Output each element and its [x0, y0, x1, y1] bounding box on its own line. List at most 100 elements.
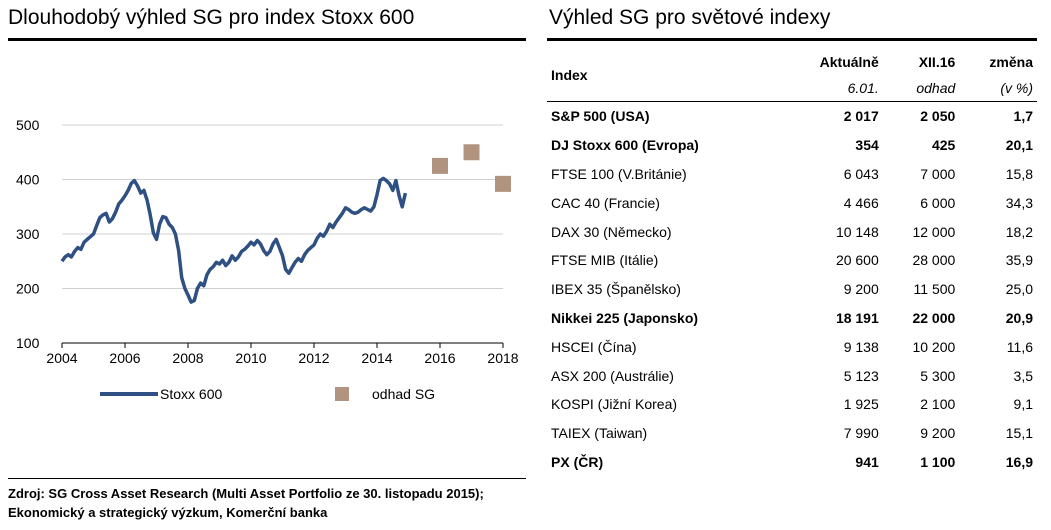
cell-forecast: 22 000	[912, 309, 956, 326]
table-row: FTSE MIB (Itálie) 20 600 28 000 35,9	[547, 246, 1037, 275]
cell-change: 35,9	[1005, 252, 1033, 269]
cell-current: 2 017	[843, 108, 879, 125]
cell-forecast: 10 200	[912, 338, 956, 355]
table-subheader-row: 6.01. odhad (v %)	[547, 75, 1037, 101]
table-row: S&P 500 (USA) 2 017 2 050 1,7	[547, 102, 1037, 131]
cell-index-name: Nikkei 225 (Japonsko)	[551, 309, 699, 326]
cell-change: 34,3	[1005, 194, 1033, 211]
cell-forecast: 5 300	[920, 367, 956, 384]
cell-current: 6 043	[843, 165, 879, 182]
legend-label-stoxx: Stoxx 600	[160, 386, 222, 402]
x-tick-label: 2018	[487, 350, 518, 366]
header-forecast: XII.16	[918, 54, 956, 70]
cell-index-name: FTSE 100 (V.Británie)	[551, 165, 687, 182]
table-row: PX (ČR) 941 1 100 16,9	[547, 448, 1037, 477]
cell-forecast: 1 100	[920, 453, 956, 470]
cell-change: 11,6	[1006, 338, 1033, 355]
indices-table: Index Aktuálně XII.16 změna 6.01. odhad …	[547, 49, 1037, 476]
cell-current: 1 925	[843, 396, 879, 413]
cell-current: 354	[855, 137, 879, 154]
y-tick-label: 200	[16, 281, 40, 297]
cell-current: 4 466	[843, 194, 879, 211]
series-line-stoxx-600	[60, 176, 408, 304]
cell-change: 18,2	[1005, 223, 1033, 240]
cell-current: 7 990	[843, 425, 879, 442]
x-tick-label: 2004	[46, 350, 77, 366]
legend-swatch-marker	[335, 387, 349, 401]
cell-forecast: 2 100	[920, 396, 956, 413]
table-row: DJ Stoxx 600 (Evropa) 354 425 20,1	[547, 131, 1037, 160]
cell-change: 15,1	[1005, 425, 1033, 442]
cell-index-name: DAX 30 (Německo)	[551, 223, 672, 240]
x-tick-label: 2016	[424, 350, 455, 366]
cell-forecast: 6 000	[920, 194, 956, 211]
y-tick-label: 500	[16, 117, 40, 133]
subheader-change: (v %)	[1000, 80, 1033, 96]
cell-index-name: TAIEX (Taiwan)	[551, 425, 648, 442]
cell-change: 16,9	[1005, 453, 1033, 470]
source-note: Zdroj: SG Cross Asset Research (Multi As…	[8, 486, 484, 520]
x-tick-label: 2006	[109, 350, 140, 366]
table-row: IBEX 35 (Španělsko) 9 200 11 500 25,0	[547, 275, 1037, 304]
x-tick-label: 2010	[235, 350, 266, 366]
cell-index-name: DJ Stoxx 600 (Evropa)	[551, 137, 699, 154]
cell-current: 5 123	[843, 367, 879, 384]
table-row: HSCEI (Čína) 9 138 10 200 11,6	[547, 332, 1037, 361]
cell-current: 20 600	[835, 252, 879, 269]
right-table-title: Výhled SG pro světové indexy	[549, 6, 831, 29]
cell-current: 9 138	[843, 338, 879, 355]
y-tick-label: 100	[16, 335, 40, 351]
table-row: ASX 200 (Austrálie) 5 123 5 300 3,5	[547, 361, 1037, 390]
cell-current: 9 200	[843, 281, 879, 298]
cell-index-name: ASX 200 (Austrálie)	[551, 367, 674, 384]
table-header-row: Index Aktuálně XII.16 změna	[547, 49, 1037, 83]
table-row: KOSPI (Jižní Korea) 1 925 2 100 9,1	[547, 390, 1037, 419]
cell-index-name: FTSE MIB (Itálie)	[551, 252, 659, 269]
cell-forecast: 7 000	[920, 165, 956, 182]
table-row: CAC 40 (Francie) 4 466 6 000 34,3	[547, 188, 1037, 217]
x-tick-label: 2014	[361, 350, 392, 366]
cell-change: 3,5	[1013, 367, 1033, 384]
cell-change: 25,0	[1005, 281, 1033, 298]
cell-change: 9,1	[1013, 396, 1033, 413]
header-index: Index	[551, 67, 588, 83]
cell-forecast: 11 500	[913, 281, 956, 298]
forecast-marker	[495, 175, 511, 192]
cell-forecast: 12 000	[912, 223, 956, 240]
header-change: změna	[989, 54, 1033, 70]
cell-current: 18 191	[835, 309, 879, 326]
x-tick-label: 2008	[172, 350, 203, 366]
legend-label-odhad: odhad SG	[372, 386, 435, 402]
source-rule	[8, 478, 526, 479]
table-row: Nikkei 225 (Japonsko) 18 191 22 000 20,9	[547, 304, 1037, 333]
cell-index-name: CAC 40 (Francie)	[551, 194, 660, 211]
cell-index-name: PX (ČR)	[551, 453, 604, 470]
table-row: TAIEX (Taiwan) 7 990 9 200 15,1	[547, 419, 1037, 448]
x-tick-label: 2012	[298, 350, 329, 366]
table-row: FTSE 100 (V.Británie) 6 043 7 000 15,8	[547, 160, 1037, 189]
left-chart-title: Dlouhodobý výhled SG pro index Stoxx 600	[8, 6, 415, 29]
cell-change: 20,9	[1005, 309, 1033, 326]
forecast-marker	[432, 157, 448, 174]
cell-current: 10 148	[835, 223, 879, 240]
cell-forecast: 9 200	[920, 425, 956, 442]
left-title-rule	[8, 38, 526, 41]
table-row: DAX 30 (Německo) 10 148 12 000 18,2	[547, 217, 1037, 246]
y-tick-label: 400	[16, 172, 40, 188]
cell-index-name: S&P 500 (USA)	[551, 108, 650, 125]
stoxx-chart: 100 200 300 400 500 2004 2006 2008 2010 2012 2014 2…	[16, 117, 519, 402]
subheader-current: 6.01.	[847, 80, 879, 96]
subheader-forecast: odhad	[916, 80, 956, 96]
cell-forecast: 28 000	[912, 252, 956, 269]
right-title-rule	[547, 38, 1037, 41]
cell-current: 941	[855, 453, 879, 470]
cell-index-name: IBEX 35 (Španělsko)	[551, 281, 681, 298]
cell-change: 15,8	[1005, 165, 1033, 182]
cell-change: 1,7	[1013, 108, 1033, 125]
cell-forecast: 425	[931, 137, 956, 154]
cell-change: 20,1	[1005, 137, 1033, 154]
y-tick-label: 300	[16, 226, 40, 242]
cell-index-name: KOSPI (Jižní Korea)	[551, 396, 678, 413]
table-header-separator	[547, 101, 1037, 102]
header-current: Aktuálně	[819, 54, 879, 70]
